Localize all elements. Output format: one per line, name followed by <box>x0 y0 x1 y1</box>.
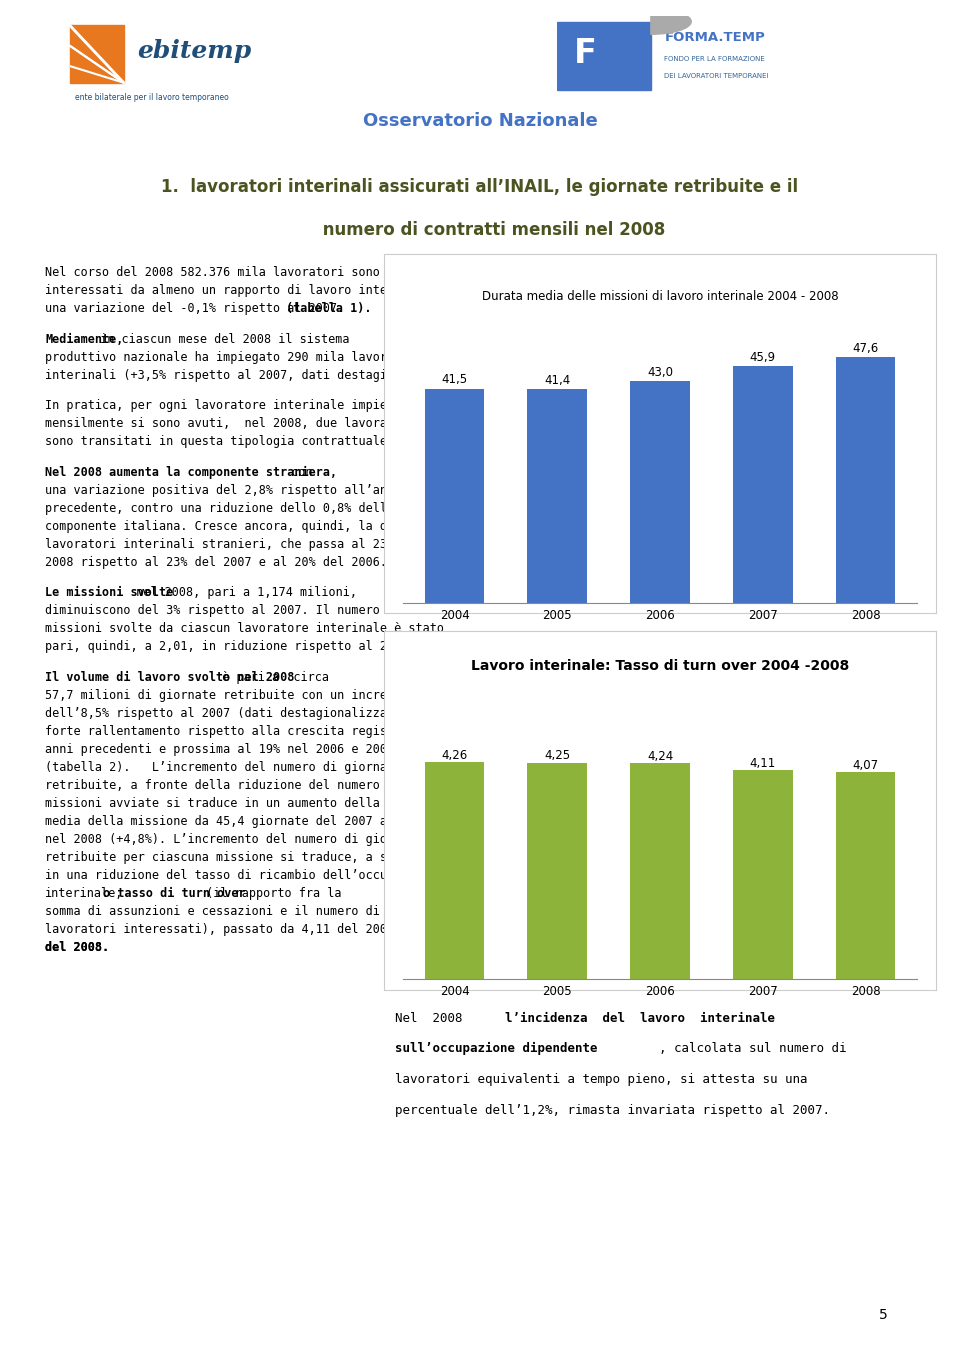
Bar <box>732 366 793 603</box>
Text: o tasso di turn over: o tasso di turn over <box>96 887 246 900</box>
Bar <box>835 772 896 979</box>
Text: interinali (+3,5% rispetto al 2007, dati destagionalizzati).: interinali (+3,5% rispetto al 2007, dati… <box>45 369 472 382</box>
Bar <box>732 770 793 979</box>
Bar <box>527 763 588 979</box>
Text: una variazione positiva del 2,8% rispetto all’anno: una variazione positiva del 2,8% rispett… <box>45 484 401 496</box>
Text: missioni svolte da ciascun lavoratore interinale è stato: missioni svolte da ciascun lavoratore in… <box>45 622 444 636</box>
Text: sono transitati in questa tipologia contrattuale.: sono transitati in questa tipologia cont… <box>45 435 395 449</box>
Text: 4,11: 4,11 <box>750 757 776 770</box>
Text: (tabella 1).: (tabella 1). <box>286 302 372 316</box>
Bar <box>557 22 651 91</box>
Text: Mediamente,: Mediamente, <box>45 332 124 346</box>
Text: (Numero di giornate retribuite per missione avviata): (Numero di giornate retribuite per missi… <box>505 332 815 346</box>
Text: Durata media delle missioni di lavoro interinale 2004 - 2008: Durata media delle missioni di lavoro in… <box>482 289 838 302</box>
Text: in una riduzione del tasso di ricambio dell’occupazione: in una riduzione del tasso di ricambio d… <box>45 869 437 883</box>
Text: 5: 5 <box>878 1307 888 1322</box>
Text: precedente, contro una riduzione dello 0,8% della: precedente, contro una riduzione dello 0… <box>45 502 395 515</box>
Text: 1.  lavoratori interinali assicurati all’INAIL, le giornate retribuite e il: 1. lavoratori interinali assicurati all’… <box>161 179 799 197</box>
Text: Il volume di lavoro svolto nel 2008: Il volume di lavoro svolto nel 2008 <box>45 671 295 683</box>
Text: numero di contratti mensili nel 2008: numero di contratti mensili nel 2008 <box>295 221 665 239</box>
Text: lavoratori interinali stranieri, che passa al 23,7% nel: lavoratori interinali stranieri, che pas… <box>45 538 437 551</box>
Text: ente bilaterale per il lavoro temporaneo: ente bilaterale per il lavoro temporaneo <box>75 94 229 102</box>
Bar <box>70 26 124 83</box>
Text: Nel corso del 2008 582.376 mila lavoratori sono stati: Nel corso del 2008 582.376 mila lavorato… <box>45 266 422 279</box>
Text: In pratica, per ogni lavoratore interinale impiegato: In pratica, per ogni lavoratore interina… <box>45 399 416 412</box>
Text: con: con <box>284 465 313 479</box>
Bar <box>424 389 485 603</box>
Text: FORMA.TEMP: FORMA.TEMP <box>664 31 765 43</box>
Text: retribuite, a fronte della riduzione del numero delle: retribuite, a fronte della riduzione del… <box>45 778 422 792</box>
Text: percentuale dell’1,2%, rimasta invariata rispetto al 2007.: percentuale dell’1,2%, rimasta invariata… <box>396 1104 830 1116</box>
Text: del 2008.: del 2008. <box>45 941 109 955</box>
Text: 47,6: 47,6 <box>852 342 878 355</box>
Text: 4,25: 4,25 <box>544 750 570 762</box>
Text: l’incidenza  del  lavoro  interinale: l’incidenza del lavoro interinale <box>505 1012 776 1025</box>
Text: forte rallentamento rispetto alla crescita registrata negli: forte rallentamento rispetto alla cresci… <box>45 725 466 738</box>
Wedge shape <box>651 9 691 34</box>
Text: anni precedenti e prossima al 19% nel 2006 e 2007: anni precedenti e prossima al 19% nel 20… <box>45 743 395 755</box>
Text: una variazione del -0,1% rispetto al 2007.: una variazione del -0,1% rispetto al 200… <box>45 302 351 316</box>
Text: retribuite per ciascuna missione si traduce, a sua volta,: retribuite per ciascuna missione si trad… <box>45 852 451 864</box>
Text: lavoratori interessati), passato da 4,11 del 2007 a 4,07: lavoratori interessati), passato da 4,11… <box>45 923 444 936</box>
Text: in ciascun mese del 2008 il sistema: in ciascun mese del 2008 il sistema <box>93 332 349 346</box>
Text: DEI LAVORATORI TEMPORANEI: DEI LAVORATORI TEMPORANEI <box>664 72 769 79</box>
Text: missioni avviate si traduce in un aumento della durata: missioni avviate si traduce in un aument… <box>45 797 430 810</box>
Text: produttivo nazionale ha impiegato 290 mila lavoratori: produttivo nazionale ha impiegato 290 mi… <box>45 351 422 363</box>
Text: media della missione da 45,4 giornate del 2007 a 47,6: media della missione da 45,4 giornate de… <box>45 815 422 829</box>
Text: , calcolata sul numero di: , calcolata sul numero di <box>659 1043 847 1055</box>
Bar <box>424 762 485 979</box>
Text: interessati da almeno un rapporto di lavoro interinale con: interessati da almeno un rapporto di lav… <box>45 285 458 297</box>
Text: mensilmente si sono avuti,  nel 2008, due lavoratori che: mensilmente si sono avuti, nel 2008, due… <box>45 418 444 430</box>
Text: FONDO PER LA FORMAZIONE: FONDO PER LA FORMAZIONE <box>664 56 765 61</box>
Text: Le missioni svolte: Le missioni svolte <box>45 586 173 599</box>
Text: è pari a  circa: è pari a circa <box>215 671 328 683</box>
Bar <box>630 381 690 603</box>
Bar <box>835 357 896 603</box>
Text: 45,9: 45,9 <box>750 351 776 363</box>
Text: (il rapporto fra la: (il rapporto fra la <box>199 887 341 900</box>
Text: somma di assunzioni e cessazioni e il numero di: somma di assunzioni e cessazioni e il nu… <box>45 906 380 918</box>
Text: 41,5: 41,5 <box>442 373 468 386</box>
Bar <box>527 389 588 603</box>
Text: ebitemp: ebitemp <box>137 39 252 64</box>
Text: 57,7 milioni di giornate retribuite con un incremento: 57,7 milioni di giornate retribuite con … <box>45 689 422 702</box>
Text: 2008 rispetto al 23% del 2007 e al 20% del 2006.: 2008 rispetto al 23% del 2007 e al 20% d… <box>45 556 387 570</box>
Text: 43,0: 43,0 <box>647 366 673 378</box>
Text: Osservatorio Nazionale: Osservatorio Nazionale <box>363 111 597 130</box>
Text: sull’occupazione dipendente: sull’occupazione dipendente <box>396 1043 597 1055</box>
Text: del 2008.: del 2008. <box>45 941 109 955</box>
Text: diminuiscono del 3% rispetto al 2007. Il numero medio di: diminuiscono del 3% rispetto al 2007. Il… <box>45 605 444 617</box>
Text: F: F <box>573 37 596 69</box>
Text: Nel  2008: Nel 2008 <box>396 1012 477 1025</box>
Text: interinale,: interinale, <box>45 887 124 900</box>
Text: componente italiana. Cresce ancora, quindi, la quota di: componente italiana. Cresce ancora, quin… <box>45 519 437 533</box>
Text: nel 2008 (+4,8%). L’incremento del numero di giornate: nel 2008 (+4,8%). L’incremento del numer… <box>45 833 422 846</box>
Bar <box>630 763 690 979</box>
Text: 4,26: 4,26 <box>442 749 468 762</box>
Text: nel 2008, pari a 1,174 milioni,: nel 2008, pari a 1,174 milioni, <box>130 586 357 599</box>
Text: Nel 2008 aumenta la componente straniera,: Nel 2008 aumenta la componente straniera… <box>45 465 337 479</box>
Text: dell’8,5% rispetto al 2007 (dati destagionalizzati), in: dell’8,5% rispetto al 2007 (dati destagi… <box>45 706 437 720</box>
Text: (tabella 2).   L’incremento del numero di giornate: (tabella 2). L’incremento del numero di … <box>45 761 401 774</box>
Text: 41,4: 41,4 <box>544 374 570 386</box>
Text: 4,07: 4,07 <box>852 758 878 772</box>
Text: lavoratori equivalenti a tempo pieno, si attesta su una: lavoratori equivalenti a tempo pieno, si… <box>396 1073 807 1086</box>
Text: pari, quindi, a 2,01, in riduzione rispetto al 2007 (2,1).: pari, quindi, a 2,01, in riduzione rispe… <box>45 640 458 654</box>
Text: Lavoro interinale: Tasso di turn over 2004 -2008: Lavoro interinale: Tasso di turn over 20… <box>470 659 850 674</box>
Text: 4,24: 4,24 <box>647 750 673 763</box>
